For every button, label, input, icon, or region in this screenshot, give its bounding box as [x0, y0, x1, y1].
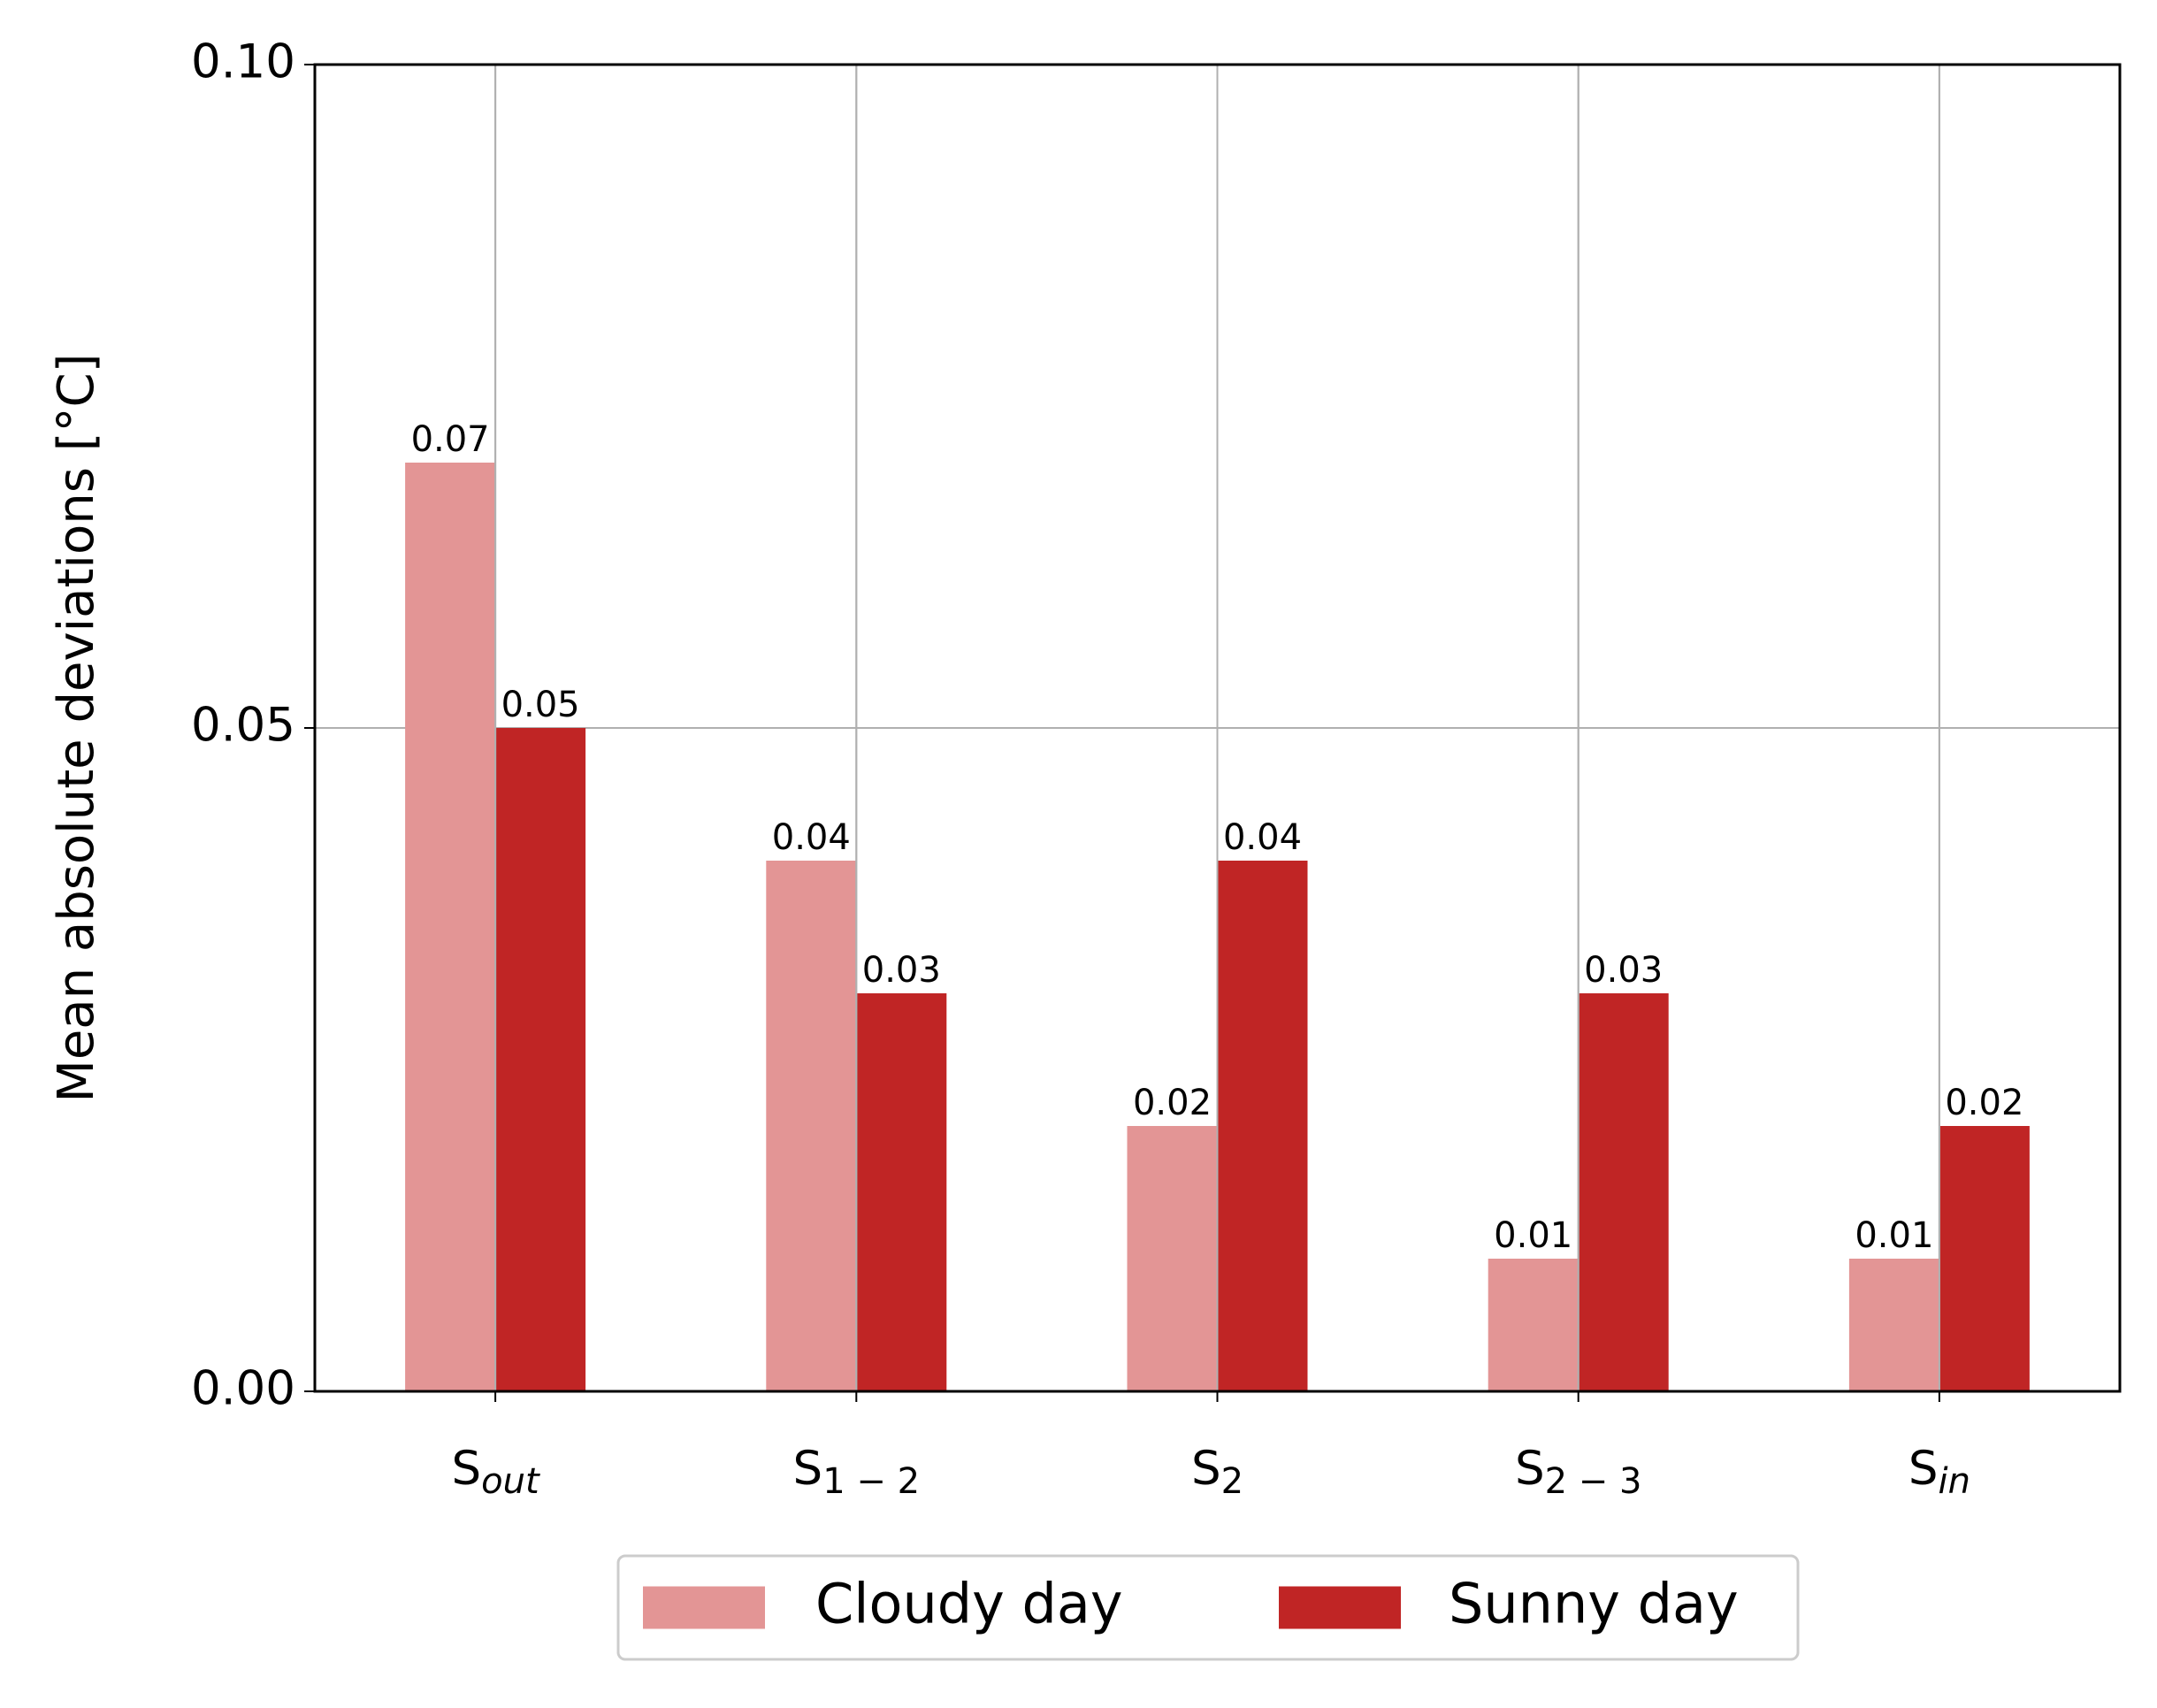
value-label: 0.07 — [411, 419, 490, 460]
bar — [1848, 1259, 1939, 1391]
legend-label: Cloudy day — [815, 1572, 1123, 1636]
y-axis-label: Mean absolute deviations [°C] — [48, 354, 105, 1103]
value-label: 0.01 — [1494, 1215, 1572, 1256]
legend-swatch — [1279, 1586, 1401, 1629]
value-label: 0.03 — [1584, 950, 1663, 991]
y-tick-label: 0.10 — [191, 35, 295, 89]
legend-swatch — [643, 1586, 765, 1629]
category-base: S — [793, 1442, 823, 1496]
bar — [1127, 1126, 1218, 1391]
y-tick-label: 0.05 — [191, 699, 295, 753]
category-base: S — [1908, 1442, 1939, 1496]
category-sub: 2 — [1221, 1461, 1243, 1502]
legend-box — [616, 1554, 1800, 1661]
category-base: S — [452, 1442, 482, 1496]
bar — [766, 861, 857, 1391]
category-base: S — [1515, 1442, 1545, 1496]
value-label: 0.02 — [1133, 1083, 1212, 1123]
bar — [405, 463, 496, 1391]
value-label: 0.02 — [1945, 1083, 2023, 1123]
x-tick-label: S2 — [1191, 1442, 1243, 1502]
bar — [1488, 1259, 1579, 1391]
category-sub: 1 − 2 — [822, 1461, 920, 1502]
x-tick-label: Sin — [1908, 1442, 1970, 1502]
category-sub: in — [1938, 1461, 1970, 1502]
value-label: 0.01 — [1855, 1215, 1933, 1256]
category-sub: out — [481, 1461, 540, 1502]
x-tick-label: S1 − 2 — [793, 1442, 921, 1502]
legend-label: Sunny day — [1449, 1572, 1739, 1636]
y-tick-label: 0.00 — [191, 1362, 295, 1416]
bars — [405, 463, 2030, 1391]
category-sub: 2 − 3 — [1545, 1461, 1642, 1502]
bar — [1217, 861, 1308, 1391]
value-label: 0.05 — [501, 685, 580, 725]
bar — [495, 728, 586, 1391]
bar — [856, 993, 947, 1391]
bar — [1939, 1126, 2030, 1391]
x-tick-label: S2 − 3 — [1515, 1442, 1642, 1502]
plot-frame — [313, 63, 2122, 1393]
bar — [1578, 993, 1669, 1391]
value-label: 0.03 — [862, 950, 941, 991]
category-base: S — [1191, 1442, 1221, 1496]
value-label: 0.04 — [1223, 817, 1302, 858]
value-label: 0.04 — [772, 817, 851, 858]
x-tick-label: Sout — [452, 1442, 540, 1502]
